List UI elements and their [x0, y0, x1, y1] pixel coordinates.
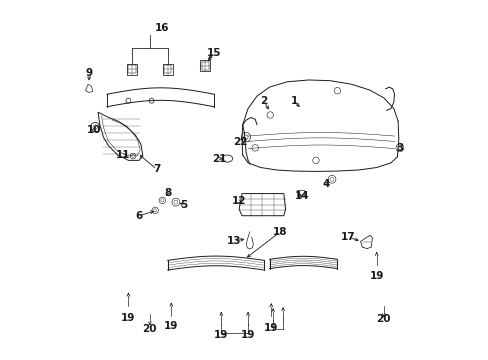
Text: 4: 4 — [322, 179, 330, 189]
Text: 5: 5 — [180, 200, 187, 210]
Text: 15: 15 — [206, 48, 221, 58]
Text: 3: 3 — [395, 143, 403, 153]
Text: 18: 18 — [272, 227, 287, 237]
Bar — [163, 64, 172, 75]
Bar — [200, 60, 210, 71]
Bar — [127, 64, 137, 75]
Text: 13: 13 — [226, 236, 241, 246]
Bar — [297, 190, 303, 196]
Bar — [128, 65, 135, 73]
Text: 16: 16 — [155, 23, 169, 33]
Bar — [164, 65, 171, 73]
Text: 12: 12 — [231, 197, 246, 206]
Text: 21: 21 — [212, 154, 226, 163]
Text: 19: 19 — [264, 323, 278, 333]
Bar — [201, 62, 208, 69]
Text: 8: 8 — [164, 188, 171, 198]
Text: 20: 20 — [376, 314, 390, 324]
Text: 11: 11 — [116, 150, 130, 160]
Text: 20: 20 — [142, 324, 157, 334]
Text: 19: 19 — [214, 330, 228, 341]
Text: 19: 19 — [241, 330, 255, 341]
Text: 19: 19 — [121, 312, 135, 323]
Text: 6: 6 — [135, 211, 142, 221]
Text: 10: 10 — [86, 125, 101, 135]
Text: 22: 22 — [232, 137, 247, 147]
Text: 7: 7 — [153, 164, 161, 174]
Text: 1: 1 — [290, 96, 298, 107]
Text: 17: 17 — [340, 232, 355, 242]
Text: 19: 19 — [164, 321, 178, 332]
Text: 9: 9 — [85, 68, 93, 78]
Text: 19: 19 — [369, 271, 383, 282]
Text: 14: 14 — [294, 191, 308, 201]
Text: 2: 2 — [260, 96, 267, 107]
